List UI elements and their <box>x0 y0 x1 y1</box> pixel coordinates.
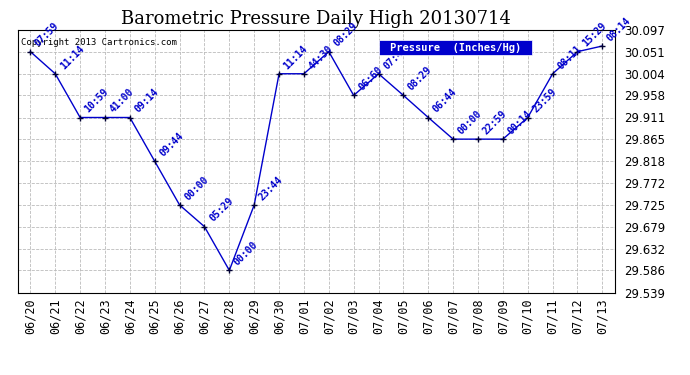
Text: 08:11: 08:11 <box>555 43 583 71</box>
Text: 00:00: 00:00 <box>456 108 484 136</box>
Text: 05:29: 05:29 <box>207 196 235 224</box>
Text: 09:14: 09:14 <box>132 87 161 115</box>
Text: 09:44: 09:44 <box>157 130 186 159</box>
Text: 07:44: 07:44 <box>382 43 409 71</box>
Text: 44:30: 44:30 <box>307 43 335 71</box>
Text: 15:29: 15:29 <box>580 21 608 49</box>
Title: Barometric Pressure Daily High 20130714: Barometric Pressure Daily High 20130714 <box>121 10 511 28</box>
Text: 11:14: 11:14 <box>58 43 86 71</box>
Text: Pressure  (Inches/Hg): Pressure (Inches/Hg) <box>390 43 522 53</box>
Text: Copyright 2013 Cartronics.com: Copyright 2013 Cartronics.com <box>21 38 177 47</box>
Text: 08:29: 08:29 <box>406 65 434 93</box>
Text: 06:60: 06:60 <box>357 65 384 93</box>
Text: 00:14: 00:14 <box>506 108 533 136</box>
Text: 07:59: 07:59 <box>33 21 61 49</box>
Text: 11:14: 11:14 <box>282 43 310 71</box>
Text: 23:59: 23:59 <box>531 87 558 115</box>
Text: 23:44: 23:44 <box>257 174 285 202</box>
Text: 22:59: 22:59 <box>481 108 509 136</box>
Text: 00:00: 00:00 <box>232 240 260 268</box>
Text: 41:00: 41:00 <box>108 87 136 115</box>
Text: 00:00: 00:00 <box>182 174 210 202</box>
Text: 06:44: 06:44 <box>431 87 459 115</box>
FancyBboxPatch shape <box>379 40 533 55</box>
Text: 10:59: 10:59 <box>83 87 110 115</box>
Text: 08:14: 08:14 <box>605 15 633 43</box>
Text: 08:29: 08:29 <box>332 21 359 49</box>
